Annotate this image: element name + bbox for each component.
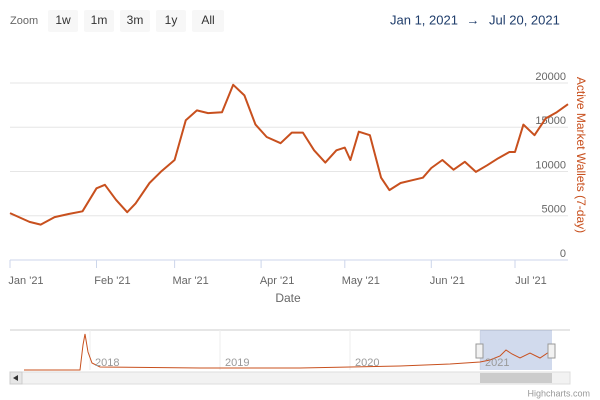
zoom-button-label[interactable]: 3m bbox=[127, 13, 144, 27]
zoom-button-label[interactable]: 1w bbox=[55, 13, 71, 27]
x-tick-label: Jun '21 bbox=[430, 275, 465, 287]
range-to[interactable]: Jul 20, 2021 bbox=[489, 12, 560, 27]
x-tick-label: Jul '21 bbox=[515, 275, 546, 287]
zoom-button[interactable] bbox=[120, 10, 150, 32]
navigator-handle[interactable] bbox=[547, 343, 556, 359]
x-tick-label: Apr '21 bbox=[260, 275, 295, 287]
zoom-button-label[interactable]: All bbox=[201, 13, 214, 27]
x-tick-label: Jan '21 bbox=[8, 275, 43, 287]
navigator-label: 2021 bbox=[485, 357, 509, 369]
x-axis-title: Date bbox=[275, 291, 301, 305]
x-tick-label: May '21 bbox=[342, 275, 380, 287]
navigator-label: 2019 bbox=[225, 357, 249, 369]
scroll-thumb[interactable] bbox=[480, 373, 552, 383]
x-tick-label: Mar '21 bbox=[172, 275, 208, 287]
zoom-button-label[interactable]: 1m bbox=[91, 13, 108, 27]
navigator-label: 2018 bbox=[95, 357, 119, 369]
zoom-button[interactable] bbox=[84, 10, 114, 32]
y-tick-label: 20000 bbox=[535, 71, 566, 83]
y-tick-label: 0 bbox=[560, 248, 566, 260]
navigator bbox=[9, 329, 571, 385]
series-line bbox=[9, 83, 569, 226]
zoom-label: Zoom bbox=[10, 15, 38, 27]
y-axis-title: Active Market Wallets (7-day) bbox=[574, 77, 588, 233]
credits[interactable]: Highcharts.com bbox=[527, 388, 590, 398]
x-tick-label: Feb '21 bbox=[94, 275, 130, 287]
y-tick-label: 5000 bbox=[542, 204, 566, 216]
navigator-handle[interactable] bbox=[475, 343, 484, 359]
range-arrow: → bbox=[467, 12, 480, 27]
zoom-button[interactable] bbox=[156, 10, 186, 32]
zoom-button-label[interactable]: 1y bbox=[165, 13, 178, 27]
range-from[interactable]: Jan 1, 2021 bbox=[390, 12, 458, 27]
zoom-button[interactable] bbox=[192, 10, 224, 32]
navigator-label: 2020 bbox=[355, 357, 379, 369]
y-tick-label: 10000 bbox=[535, 159, 566, 171]
navigator-mask[interactable] bbox=[480, 330, 552, 370]
zoom-button[interactable] bbox=[48, 10, 78, 32]
